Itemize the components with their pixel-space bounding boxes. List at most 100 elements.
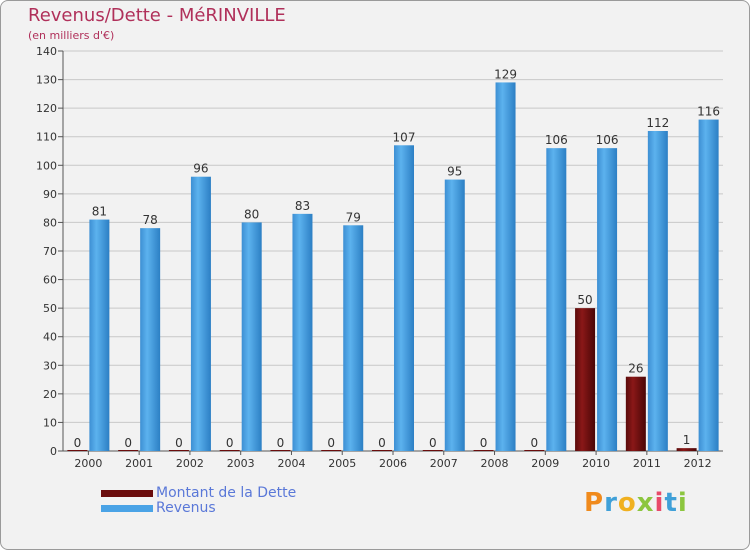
x-tick-label: 2003 (227, 457, 255, 470)
x-tick-label: 2001 (125, 457, 153, 470)
chart-subtitle: (en milliers d'€) (28, 29, 115, 42)
bar-dette-2011 (625, 376, 646, 451)
bar-dette-zero-2003 (219, 450, 240, 451)
legend-label-revenus: Revenus (156, 500, 216, 516)
bar-dette-zero-2005 (321, 450, 342, 451)
x-tick-label: 2012 (684, 457, 712, 470)
legend-swatch-dette (101, 490, 153, 497)
bar-revenus-2012 (698, 119, 719, 452)
logo-letter: t (664, 488, 678, 518)
bar-revenus-2002 (190, 176, 211, 451)
legend-swatch-revenus (101, 505, 153, 512)
label-revenus-2004: 83 (295, 199, 310, 213)
bar-dette-zero-2008 (473, 450, 494, 451)
y-tick-label: 110 (36, 131, 57, 144)
label-revenus-2012: 116 (697, 105, 720, 119)
y-tick-label: 60 (43, 274, 57, 287)
bar-revenus-2005 (343, 225, 364, 451)
label-dette-2006: 0 (378, 436, 386, 450)
bar-dette-2012 (676, 448, 697, 451)
y-tick-label: 100 (36, 159, 57, 172)
label-revenus-2008: 129 (494, 67, 517, 81)
label-dette-2010: 50 (577, 293, 592, 307)
bar-revenus-2007 (444, 179, 465, 452)
label-revenus-2010: 106 (596, 133, 619, 147)
y-tick-label: 50 (43, 302, 57, 315)
label-revenus-2002: 96 (193, 162, 208, 176)
bar-revenus-2009 (546, 148, 567, 451)
label-dette-2004: 0 (277, 436, 285, 450)
bar-revenus-2006 (394, 145, 414, 452)
bar-dette-zero-2006 (372, 450, 392, 451)
x-tick-label: 2009 (531, 457, 559, 470)
logo-letter: r (604, 488, 618, 518)
label-revenus-2011: 112 (646, 116, 669, 130)
bar-dette-zero-2000 (67, 450, 88, 451)
label-dette-2007: 0 (429, 436, 437, 450)
x-tick-label: 2011 (633, 457, 661, 470)
chart-title: Revenus/Dette - MéRINVILLE (28, 5, 286, 26)
bar-dette-zero-2009 (524, 450, 545, 451)
gridlines (63, 50, 723, 452)
label-revenus-2000: 81 (92, 205, 107, 219)
x-tick-label: 2007 (430, 457, 458, 470)
y-tick-label: 130 (36, 74, 57, 87)
x-tick-label: 2000 (74, 457, 102, 470)
bars (67, 82, 719, 452)
bar-revenus-2004 (292, 213, 313, 451)
label-dette-2003: 0 (226, 436, 234, 450)
y-tick-label: 10 (43, 416, 57, 429)
x-tick-label: 2005 (328, 457, 356, 470)
label-dette-2000: 0 (74, 436, 82, 450)
label-dette-2005: 0 (327, 436, 335, 450)
bar-revenus-2000 (89, 219, 110, 451)
bar-revenus-2010 (597, 148, 618, 451)
y-tick-label: 20 (43, 388, 57, 401)
bar-dette-2010 (575, 308, 596, 451)
label-dette-2012: 1 (683, 433, 691, 447)
label-revenus-2009: 106 (545, 133, 568, 147)
y-tick-label: 120 (36, 102, 57, 115)
x-tick-label: 2008 (481, 457, 509, 470)
x-tick-label: 2006 (379, 457, 407, 470)
label-revenus-2006: 107 (393, 130, 416, 144)
label-dette-2002: 0 (175, 436, 183, 450)
y-tick-label: 30 (43, 359, 57, 372)
bar-revenus-2001 (140, 228, 161, 451)
bar-revenus-2011 (647, 131, 668, 451)
logo-letter: o (617, 488, 637, 518)
x-tick-label: 2010 (582, 457, 610, 470)
x-tick-label: 2004 (277, 457, 305, 470)
y-tick-label: 40 (43, 331, 57, 344)
bar-revenus-2003 (241, 222, 262, 451)
bar-dette-zero-2007 (422, 450, 443, 451)
bar-dette-zero-2001 (118, 450, 139, 451)
label-dette-2011: 26 (628, 362, 643, 376)
label-revenus-2003: 80 (244, 207, 259, 221)
logo-letter: P (584, 488, 605, 518)
y-tick-label: 90 (43, 188, 57, 201)
logo-letter: i (677, 488, 688, 518)
y-tick-label: 140 (36, 45, 57, 58)
label-dette-2009: 0 (530, 436, 538, 450)
label-dette-2008: 0 (480, 436, 488, 450)
bar-dette-zero-2004 (270, 450, 291, 451)
y-tick-label: 0 (50, 445, 57, 458)
logo-letter: i (654, 488, 665, 518)
bar-dette-zero-2002 (168, 450, 189, 451)
legend-label-dette: Montant de la Dette (156, 485, 297, 501)
label-revenus-2005: 79 (346, 210, 361, 224)
data-labels: 0 81 0 78 0 96 0 80 0 83 0 79 0 107 0 95 0 129 0 106 50 106 26… (74, 67, 721, 450)
y-tick-label: 70 (43, 245, 57, 258)
x-tick-label: 2002 (176, 457, 204, 470)
label-dette-2001: 0 (124, 436, 132, 450)
label-revenus-2007: 95 (447, 165, 462, 179)
label-revenus-2001: 78 (143, 213, 158, 227)
y-tick-label: 80 (43, 216, 57, 229)
proxiti-logo: Proxiti (584, 488, 688, 518)
logo-letter: x (636, 488, 655, 518)
bar-revenus-2008 (495, 82, 516, 451)
